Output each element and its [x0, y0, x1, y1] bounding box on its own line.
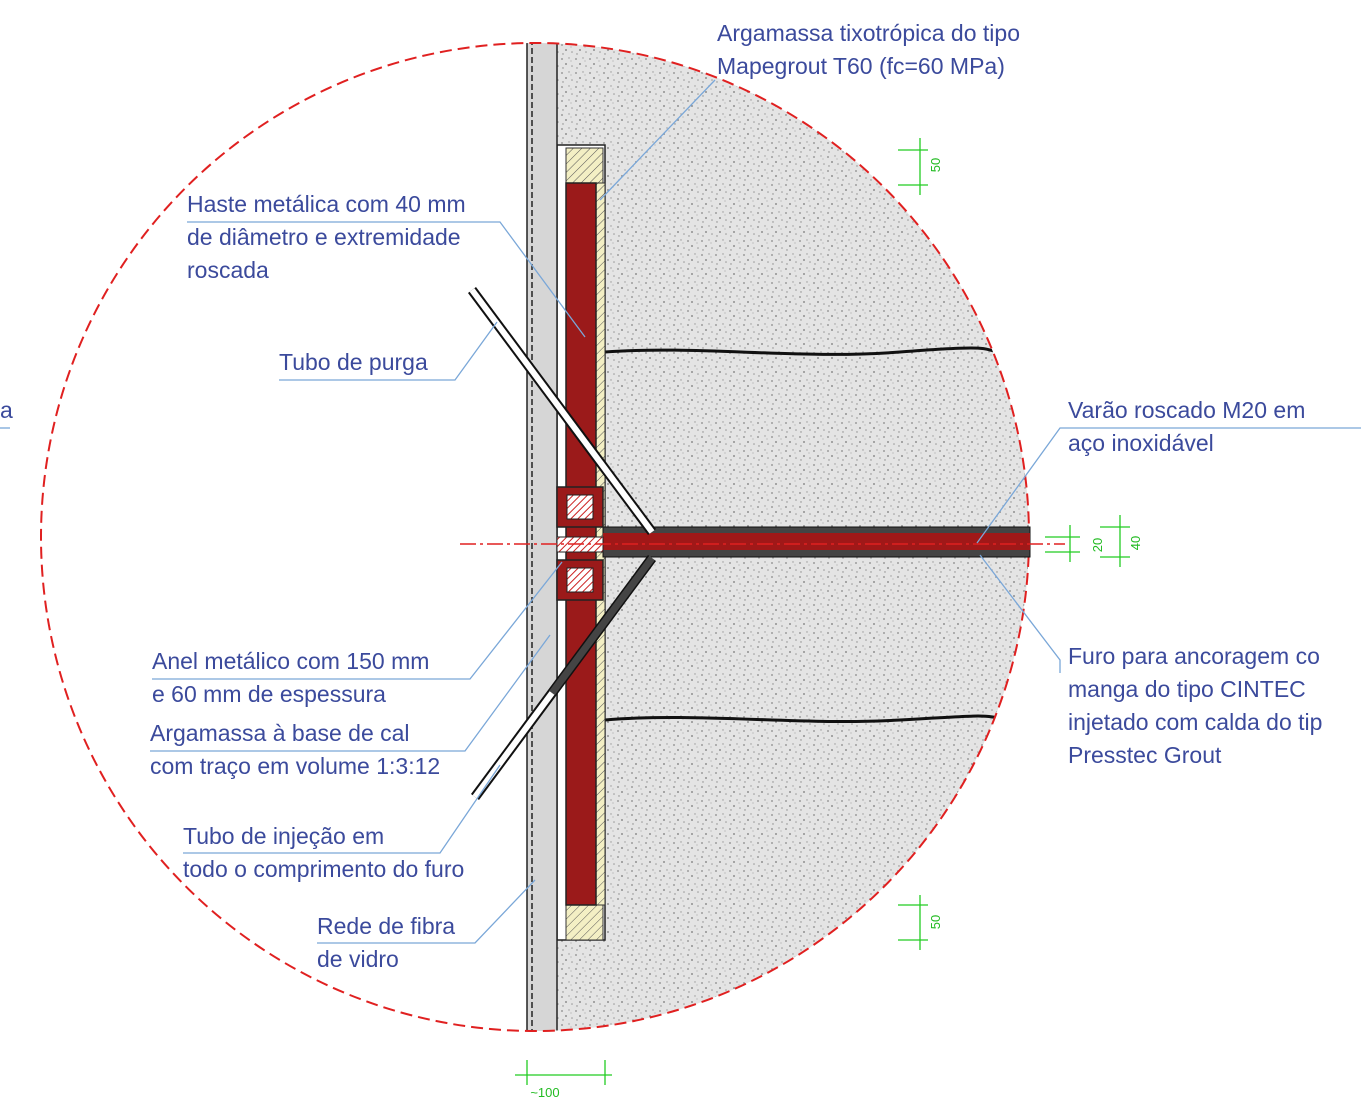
- label-line: Rede de fibra: [317, 913, 455, 939]
- label-line: Varão roscado M20 em: [1068, 397, 1305, 423]
- leaders: [0, 79, 1361, 944]
- label-line: injetado com calda do tip: [1068, 709, 1322, 735]
- dimension-label: 20: [1090, 538, 1105, 552]
- label-line: Furo para ancoragem co: [1068, 643, 1320, 669]
- dimension-lines: [515, 138, 1130, 1085]
- label-line: a: [0, 397, 13, 423]
- label-line: e 60 mm de espessura: [152, 681, 386, 707]
- dimension-label: 40: [1128, 536, 1143, 550]
- label-line: de vidro: [317, 946, 399, 972]
- label-line: de diâmetro e extremidade: [187, 224, 461, 250]
- label-line: Tubo de purga: [279, 349, 428, 375]
- label-line: Anel metálico com 150 mm: [152, 648, 429, 674]
- label-line: Presstec Grout: [1068, 742, 1222, 768]
- dimension-label: 50: [928, 158, 943, 172]
- label-line: Mapegrout T60 (fc=60 MPa): [717, 53, 1005, 79]
- label-line: Haste metálica com 40 mm: [187, 191, 466, 217]
- label-line: roscada: [187, 257, 269, 283]
- dimension-label: ~100: [530, 1085, 559, 1100]
- label-line: Argamassa à base de cal: [150, 720, 410, 746]
- label-line: com traço em volume 1:3:12: [150, 753, 440, 779]
- label-line: manga do tipo CINTEC: [1068, 676, 1306, 702]
- label-line: todo o comprimento do furo: [183, 856, 464, 882]
- label-line: Tubo de injeção em: [183, 823, 384, 849]
- label-line: aço inoxidável: [1068, 430, 1214, 456]
- label-line: Argamassa tixotrópica do tipo: [717, 20, 1020, 46]
- dimension-label: 50: [928, 915, 943, 929]
